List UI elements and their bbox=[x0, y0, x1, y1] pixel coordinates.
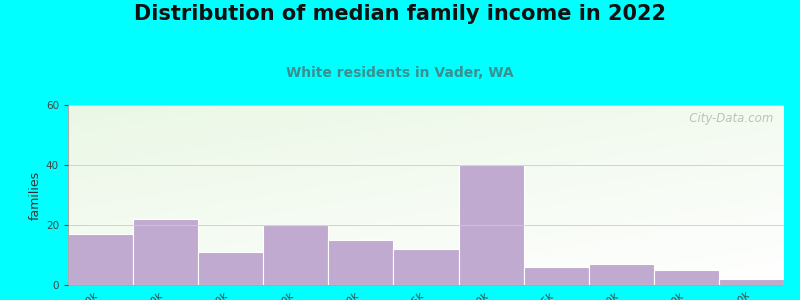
Bar bbox=[328, 240, 394, 285]
Bar bbox=[263, 225, 328, 285]
Text: White residents in Vader, WA: White residents in Vader, WA bbox=[286, 66, 514, 80]
Bar bbox=[458, 165, 524, 285]
Bar bbox=[133, 219, 198, 285]
Bar bbox=[68, 234, 133, 285]
Y-axis label: families: families bbox=[29, 170, 42, 220]
Bar bbox=[654, 270, 719, 285]
Bar bbox=[394, 249, 458, 285]
Text: City-Data.com: City-Data.com bbox=[678, 112, 774, 125]
Bar bbox=[589, 264, 654, 285]
Text: Distribution of median family income in 2022: Distribution of median family income in … bbox=[134, 4, 666, 25]
Bar bbox=[719, 279, 784, 285]
Bar bbox=[524, 267, 589, 285]
Bar bbox=[198, 252, 263, 285]
